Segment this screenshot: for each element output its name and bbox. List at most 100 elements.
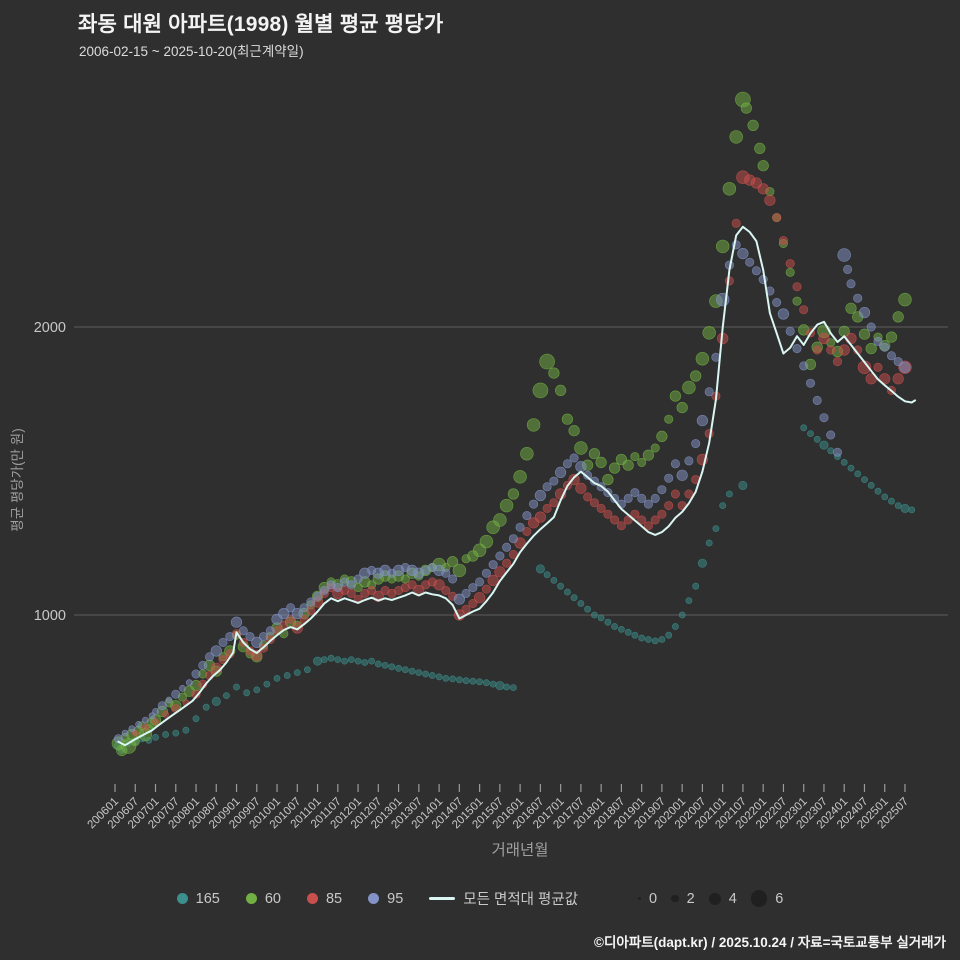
legend-item-85[interactable]: 85 <box>306 891 342 907</box>
point-165 <box>354 657 362 665</box>
point-60 <box>608 462 621 474</box>
point-95 <box>670 459 680 469</box>
point-60 <box>858 328 871 340</box>
point-85 <box>508 549 518 559</box>
legend-label: 모든 면적대 평균값 <box>463 892 579 908</box>
point-85 <box>892 373 904 385</box>
point-85 <box>845 332 857 345</box>
point-60 <box>865 343 877 355</box>
legend-item-60[interactable]: 60 <box>245 890 281 907</box>
point-165 <box>395 664 402 672</box>
point-95 <box>562 459 572 469</box>
point-95 <box>676 469 688 481</box>
point-165 <box>692 582 700 590</box>
point-85 <box>346 588 356 598</box>
point-95 <box>691 439 701 449</box>
point-85 <box>792 282 802 292</box>
point-60 <box>715 239 730 254</box>
point-60 <box>447 556 459 568</box>
point-60 <box>792 296 802 306</box>
point-165 <box>738 480 748 490</box>
point-95 <box>488 560 498 570</box>
point-85 <box>757 183 769 195</box>
point-85 <box>152 718 159 725</box>
point-95 <box>225 632 235 642</box>
point-165 <box>557 582 564 590</box>
point-95 <box>210 645 222 657</box>
point-95 <box>258 632 268 642</box>
point-165 <box>182 726 190 734</box>
point-165 <box>347 656 355 663</box>
legend-label: 60 <box>264 890 281 907</box>
point-85 <box>502 558 512 568</box>
point-165 <box>222 692 230 699</box>
legend-item-mean[interactable]: 모든 면적대 평균값 <box>429 888 578 909</box>
point-85 <box>251 649 263 661</box>
point-95 <box>846 279 856 289</box>
point-95 <box>745 257 755 267</box>
point-165 <box>604 618 612 626</box>
point-95 <box>799 361 809 371</box>
point-60 <box>676 402 688 414</box>
mean-line <box>117 225 917 747</box>
point-95 <box>238 626 248 636</box>
point-95 <box>569 453 579 463</box>
point-95 <box>475 577 485 587</box>
legend-item-95[interactable]: 95 <box>368 891 403 907</box>
point-95 <box>515 522 525 532</box>
point-85 <box>603 509 613 519</box>
point-95 <box>583 470 593 480</box>
point-165 <box>800 424 808 432</box>
point-85 <box>778 236 788 246</box>
point-95 <box>751 266 761 276</box>
point-165 <box>658 636 666 643</box>
point-95 <box>893 357 903 367</box>
point-95 <box>777 308 790 320</box>
y-tick-label: 2000 <box>34 320 66 336</box>
point-165 <box>303 666 311 674</box>
point-85 <box>575 482 587 494</box>
point-165 <box>510 684 517 691</box>
point-95 <box>205 652 215 662</box>
legend-item-165[interactable]: 165 <box>176 891 220 907</box>
point-60 <box>622 459 634 471</box>
size-legend-label: 6 <box>775 890 784 907</box>
point-60 <box>479 534 494 549</box>
point-85 <box>838 344 850 356</box>
point-85 <box>461 604 471 614</box>
point-85 <box>494 566 506 578</box>
point-165 <box>900 503 910 513</box>
point-165 <box>651 637 659 645</box>
size-legend-item: 6 <box>750 890 784 907</box>
point-95 <box>179 685 186 692</box>
point-60 <box>595 456 607 469</box>
point-95 <box>785 326 795 336</box>
point-95 <box>853 293 863 303</box>
point-165 <box>408 667 416 675</box>
point-85 <box>286 614 296 624</box>
point-60 <box>747 119 759 132</box>
y-axis-title: 평균 평당가(만 원) <box>10 428 25 531</box>
point-60 <box>637 457 647 467</box>
point-60 <box>754 142 766 154</box>
point-60 <box>568 425 580 437</box>
point-85 <box>670 489 680 499</box>
point-95 <box>637 493 647 503</box>
point-95 <box>819 413 829 423</box>
point-95 <box>657 485 667 495</box>
point-95 <box>664 473 674 483</box>
point-60 <box>885 331 898 343</box>
source-credit: ©디아파트(dapt.kr) / 2025.10.24 / 자료=국토교통부 실… <box>594 935 946 950</box>
point-85 <box>542 503 552 513</box>
size-legend: 0 2 4 6 <box>638 890 783 907</box>
point-165 <box>645 636 652 643</box>
point-165 <box>401 666 409 674</box>
point-95 <box>185 679 193 687</box>
point-95 <box>135 721 142 728</box>
point-165 <box>192 715 200 723</box>
point-85 <box>522 526 532 536</box>
point-165 <box>243 689 251 697</box>
point-165 <box>327 654 335 662</box>
point-165 <box>381 662 389 669</box>
size-legend-dot <box>671 894 679 903</box>
